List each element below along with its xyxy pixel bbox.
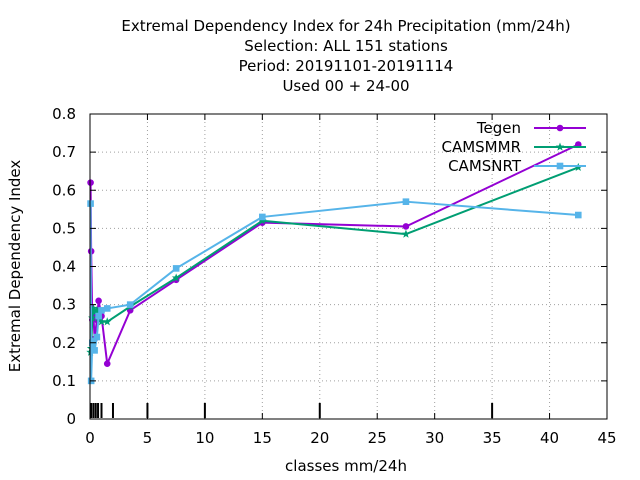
data-point [259, 213, 266, 221]
grid [90, 114, 607, 419]
data-point [97, 317, 106, 326]
data-point [556, 124, 564, 132]
x-axis-label: classes mm/24h [285, 457, 407, 475]
y-tick-label: 0.3 [52, 296, 76, 314]
title-line-2: Selection: ALL 151 stations [244, 37, 448, 55]
x-tick-label: 40 [540, 429, 559, 447]
data-point [93, 333, 101, 341]
data-point [87, 200, 94, 207]
data-point [171, 273, 181, 282]
data-point [103, 360, 111, 368]
legend-item-tegen: Tegen [476, 119, 586, 137]
title-line-4: Used 00 + 24-00 [282, 77, 409, 95]
data-point [87, 179, 94, 186]
x-tick-label: 30 [425, 429, 444, 447]
x-tick-label: 10 [195, 429, 214, 447]
data-point [92, 305, 102, 314]
series-tegen [87, 141, 582, 368]
y-tick-label: 0.5 [52, 219, 76, 237]
legend-item-camsnrt: CAMSNRT [448, 157, 586, 175]
y-tick-label: 0.6 [52, 181, 76, 199]
x-tick-label: 35 [483, 429, 502, 447]
series-line [89, 166, 579, 353]
series-layer [86, 141, 583, 385]
data-point [555, 142, 565, 151]
x-tick-label: 15 [253, 429, 272, 447]
chart-title: Extremal Dependency Index for 24h Precip… [121, 17, 570, 95]
data-point [88, 313, 97, 322]
axis-ticks: 0 5 10 15 20 25 30 35 40 45 0 0.1 0.2 0.3 0.4 0.5 0.6 0.7… [52, 105, 616, 447]
series-camsnrt [87, 198, 582, 385]
data-point [90, 337, 97, 345]
data-point [258, 216, 267, 225]
y-tick-label: 0.1 [52, 372, 76, 390]
title-line-3: Period: 20191101-20191114 [239, 57, 454, 75]
y-tick-label: 0.7 [52, 143, 76, 161]
legend-item-camsmmr: CAMSMMR [441, 138, 586, 156]
plot-frame [89, 113, 608, 420]
data-point [91, 347, 98, 354]
y-tick-label: 0 [66, 410, 76, 428]
class-marks [90, 403, 494, 418]
series-line [89, 143, 579, 365]
data-point [574, 211, 582, 219]
data-point [98, 307, 105, 314]
y-axis-label: Extremal Dependency Index [6, 160, 24, 373]
data-point [402, 223, 410, 230]
x-tick-label: 5 [143, 429, 153, 447]
legend-label: Tegen [476, 119, 521, 137]
data-point [556, 162, 564, 170]
legend-label: CAMSNRT [448, 157, 522, 175]
data-point [126, 301, 134, 308]
data-point [401, 229, 411, 238]
series-camsmmr [86, 162, 583, 356]
data-point [95, 297, 102, 305]
data-point [89, 303, 98, 313]
data-point [95, 312, 102, 320]
x-tick-label: 25 [368, 429, 387, 447]
data-point [90, 307, 99, 316]
y-tick-label: 0.4 [52, 258, 76, 276]
data-point [103, 305, 111, 312]
x-tick-label: 0 [85, 429, 95, 447]
legend-label: CAMSMMR [441, 138, 521, 156]
x-tick-label: 45 [597, 429, 616, 447]
title-line-1: Extremal Dependency Index for 24h Precip… [121, 17, 570, 35]
data-point [102, 317, 112, 326]
x-tick-label: 20 [310, 429, 329, 447]
y-tick-label: 0.8 [52, 105, 76, 123]
data-point [172, 265, 180, 272]
data-point [402, 198, 410, 205]
y-tick-label: 0.2 [52, 334, 76, 352]
